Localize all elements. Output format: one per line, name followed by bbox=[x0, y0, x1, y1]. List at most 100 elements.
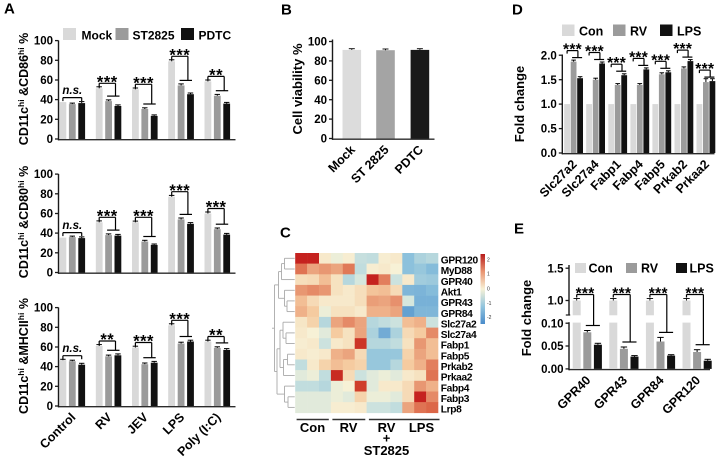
svg-text:***: *** bbox=[169, 182, 190, 200]
svg-text:GPR40: GPR40 bbox=[441, 277, 473, 288]
svg-text:***: *** bbox=[685, 286, 705, 303]
svg-text:n.s.: n.s. bbox=[62, 343, 82, 355]
svg-text:0: 0 bbox=[487, 287, 490, 293]
svg-text:MyD88: MyD88 bbox=[441, 266, 473, 277]
svg-text:***: *** bbox=[673, 41, 693, 58]
svg-text:20: 20 bbox=[40, 248, 53, 260]
svg-text:20: 20 bbox=[40, 114, 53, 126]
svg-text:Cell viability %: Cell viability % bbox=[290, 43, 305, 134]
svg-text:100: 100 bbox=[308, 37, 327, 49]
svg-text:***: *** bbox=[97, 74, 118, 92]
svg-text:+: + bbox=[383, 431, 391, 446]
svg-text:**: ** bbox=[100, 331, 114, 349]
svg-text:0.5: 0.5 bbox=[541, 124, 558, 136]
svg-text:100: 100 bbox=[34, 303, 53, 315]
svg-text:C: C bbox=[280, 225, 291, 242]
svg-text:0: 0 bbox=[47, 401, 53, 413]
svg-text:***: *** bbox=[585, 44, 605, 61]
svg-text:80: 80 bbox=[40, 55, 53, 67]
svg-text:Lrp8: Lrp8 bbox=[441, 405, 462, 416]
svg-text:***: *** bbox=[563, 42, 583, 59]
svg-text:***: *** bbox=[133, 333, 154, 351]
svg-text:0.10: 0.10 bbox=[541, 318, 563, 330]
svg-text:100: 100 bbox=[34, 169, 53, 181]
svg-text:Fold change: Fold change bbox=[519, 280, 534, 357]
svg-text:B: B bbox=[281, 2, 292, 19]
svg-text:Fabp4: Fabp4 bbox=[441, 383, 470, 394]
svg-text:***: *** bbox=[97, 208, 118, 226]
svg-text:-2: -2 bbox=[487, 315, 492, 321]
svg-text:RV: RV bbox=[641, 262, 659, 276]
svg-text:80: 80 bbox=[314, 56, 327, 68]
svg-text:0: 0 bbox=[47, 268, 53, 280]
svg-text:GPR43: GPR43 bbox=[441, 298, 473, 309]
svg-text:2.0: 2.0 bbox=[541, 50, 557, 62]
svg-text:20: 20 bbox=[314, 114, 327, 126]
svg-text:0.00: 0.00 bbox=[541, 364, 563, 376]
svg-text:Con: Con bbox=[300, 420, 325, 435]
svg-text:1.0: 1.0 bbox=[548, 296, 564, 308]
svg-text:LPS: LPS bbox=[409, 420, 435, 435]
svg-text:***: *** bbox=[629, 49, 649, 66]
svg-text:RV: RV bbox=[630, 25, 648, 39]
svg-text:n.s.: n.s. bbox=[62, 220, 82, 232]
svg-text:60: 60 bbox=[314, 75, 327, 87]
svg-text:Fold change: Fold change bbox=[512, 66, 527, 143]
svg-text:CD11chi &CD80hi %: CD11chi &CD80hi % bbox=[16, 166, 31, 278]
svg-text:1.5: 1.5 bbox=[548, 263, 565, 275]
svg-text:GPR84: GPR84 bbox=[441, 309, 473, 320]
svg-text:***: *** bbox=[133, 75, 154, 93]
svg-text:***: *** bbox=[576, 286, 596, 303]
svg-text:Con: Con bbox=[589, 262, 613, 276]
svg-text:***: *** bbox=[695, 61, 715, 78]
svg-text:ST2825: ST2825 bbox=[364, 443, 410, 458]
svg-text:2: 2 bbox=[487, 257, 490, 263]
svg-text:LPS: LPS bbox=[690, 262, 714, 276]
svg-text:Con: Con bbox=[579, 25, 603, 39]
svg-text:60: 60 bbox=[40, 209, 53, 221]
svg-text:0.0: 0.0 bbox=[541, 148, 557, 160]
svg-text:-1: -1 bbox=[487, 301, 492, 307]
svg-text:0: 0 bbox=[321, 134, 327, 146]
svg-text:40: 40 bbox=[314, 95, 327, 107]
svg-text:***: *** bbox=[607, 55, 627, 72]
svg-text:0.05: 0.05 bbox=[541, 341, 564, 353]
svg-text:Prkab2: Prkab2 bbox=[441, 362, 474, 373]
svg-text:n.s.: n.s. bbox=[62, 85, 82, 97]
svg-text:PDTC: PDTC bbox=[199, 29, 232, 43]
svg-text:***: *** bbox=[169, 47, 190, 65]
svg-text:***: *** bbox=[612, 286, 632, 303]
svg-text:***: *** bbox=[169, 311, 190, 329]
svg-text:80: 80 bbox=[40, 189, 53, 201]
svg-text:60: 60 bbox=[40, 75, 53, 87]
svg-text:Fabp5: Fabp5 bbox=[441, 351, 470, 362]
svg-text:Mock: Mock bbox=[82, 29, 113, 43]
svg-text:1.0: 1.0 bbox=[541, 99, 557, 111]
svg-text:***: *** bbox=[651, 52, 671, 69]
svg-text:20: 20 bbox=[40, 381, 53, 393]
svg-text:Slc27a2: Slc27a2 bbox=[441, 319, 477, 330]
svg-text:CD11chi &MHCIIhi %: CD11chi &MHCIIhi % bbox=[16, 298, 31, 414]
svg-text:1: 1 bbox=[487, 272, 490, 278]
svg-text:Prkaa2: Prkaa2 bbox=[441, 373, 473, 384]
svg-text:D: D bbox=[512, 2, 523, 19]
svg-text:**: ** bbox=[209, 67, 223, 85]
svg-text:100: 100 bbox=[34, 36, 53, 48]
svg-text:Akt1: Akt1 bbox=[441, 288, 462, 299]
svg-text:Slc27a4: Slc27a4 bbox=[441, 330, 477, 341]
svg-text:40: 40 bbox=[40, 228, 53, 240]
svg-text:40: 40 bbox=[40, 95, 53, 107]
svg-text:LPS: LPS bbox=[677, 25, 701, 39]
svg-text:1.5: 1.5 bbox=[541, 75, 558, 87]
svg-text:E: E bbox=[514, 221, 524, 238]
svg-text:Fabp3: Fabp3 bbox=[441, 394, 470, 405]
svg-text:ST2825: ST2825 bbox=[133, 29, 175, 43]
svg-text:CD11chi &CD86hi %: CD11chi &CD86hi % bbox=[16, 33, 31, 145]
svg-text:***: *** bbox=[133, 208, 154, 226]
svg-text:40: 40 bbox=[40, 362, 53, 374]
svg-text:80: 80 bbox=[40, 322, 53, 334]
svg-text:RV: RV bbox=[378, 420, 396, 435]
svg-text:60: 60 bbox=[40, 342, 53, 354]
svg-text:***: *** bbox=[649, 286, 669, 303]
svg-text:RV: RV bbox=[340, 420, 358, 435]
